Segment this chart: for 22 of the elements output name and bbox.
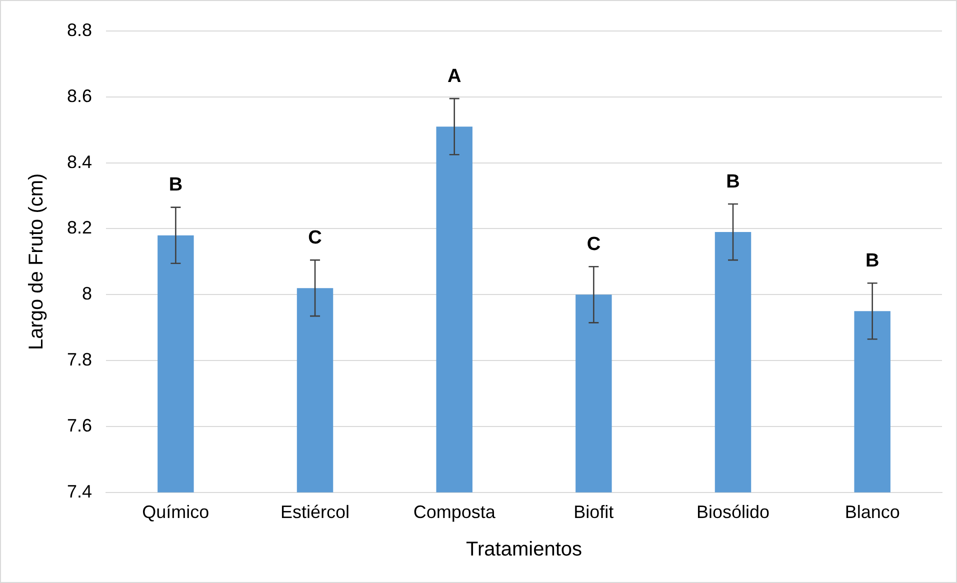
y-tick-label: 7.6 [66, 415, 92, 436]
x-axis-title: Tratamientos [466, 538, 582, 561]
x-tick-label: Composta [413, 502, 496, 522]
y-tick-label: 8.2 [66, 218, 92, 238]
y-tick-label: 8.8 [66, 20, 92, 40]
y-tick-label: 7.8 [66, 350, 92, 370]
x-tick-label: Biosólido [696, 502, 770, 522]
y-tick-label: 7.4 [66, 481, 92, 502]
x-tick-label: Químico [142, 502, 210, 522]
annotation: C [308, 227, 322, 248]
y-tick-label: 8.4 [66, 152, 92, 172]
x-tick-label: Estiércol [280, 502, 350, 522]
y-axis-title: Largo de Fruto (cm) [26, 173, 48, 350]
annotation: C [586, 234, 601, 255]
y-tick-label: 8.6 [66, 86, 92, 106]
y-tick-label: 8 [82, 284, 92, 304]
x-tick-label: Blanco [844, 502, 900, 522]
annotation: B [865, 250, 880, 272]
x-tick-label: Biofit [574, 502, 614, 522]
annotation: B [726, 171, 740, 192]
annotation: A [447, 66, 462, 87]
annotation: B [168, 174, 183, 196]
